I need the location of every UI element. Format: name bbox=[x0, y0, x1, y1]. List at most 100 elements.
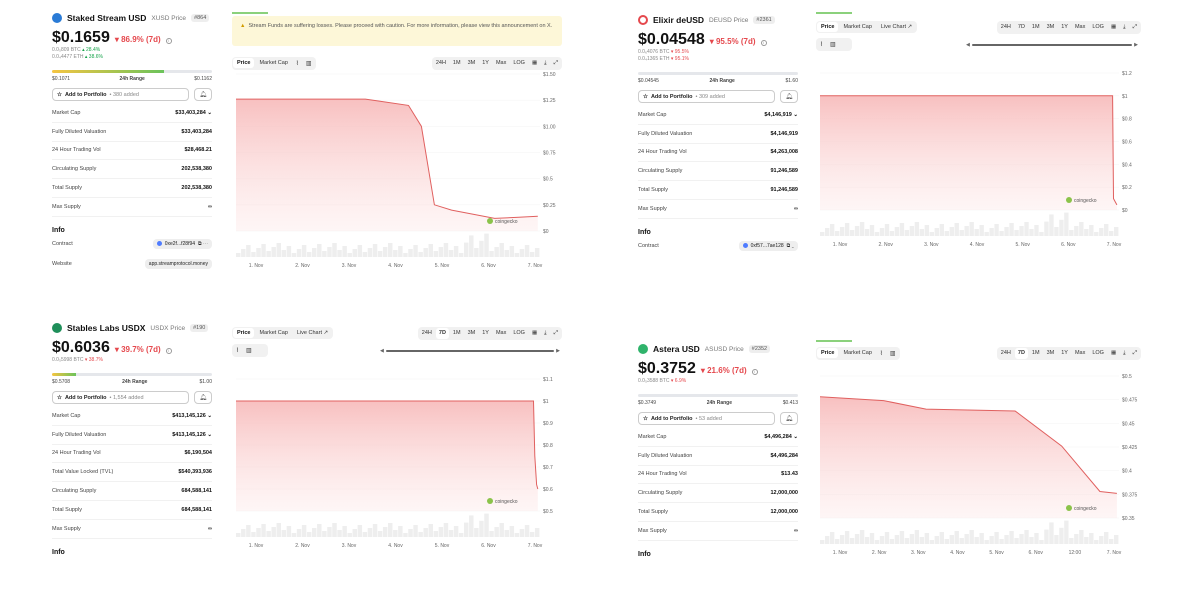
range-log[interactable]: LOG bbox=[513, 59, 525, 66]
volume-bar bbox=[322, 251, 327, 257]
stat-key: Total Supply bbox=[638, 509, 668, 516]
line-chart-icon[interactable]: ⌇ bbox=[295, 60, 299, 67]
tab-price[interactable]: Price bbox=[233, 58, 255, 68]
info-icon[interactable]: i bbox=[165, 348, 172, 354]
chart-tabs: Price Market Cap ⌇ ▥ bbox=[816, 346, 900, 360]
calendar-icon[interactable]: ▦ bbox=[1110, 349, 1117, 356]
range-3m[interactable]: 3M bbox=[467, 59, 476, 66]
range-log[interactable]: LOG bbox=[1092, 349, 1104, 356]
y-tick-label: $0.2 bbox=[1122, 185, 1132, 191]
line-chart-icon[interactable]: ⌇ bbox=[236, 348, 239, 354]
price-chart[interactable]: $1.50 $1.25 $1.00 $0.75 $0.5 $0.25 $0 coingecko… bbox=[232, 66, 562, 291]
tab-market-cap[interactable]: Market Cap bbox=[843, 350, 872, 356]
candle-chart-icon[interactable]: ▥ bbox=[245, 348, 252, 354]
range-1m[interactable]: 1M bbox=[452, 329, 461, 336]
range-3m[interactable]: 3M bbox=[1046, 23, 1055, 30]
tab-market-cap[interactable]: Market Cap bbox=[259, 60, 288, 66]
tab-price[interactable]: Price bbox=[817, 348, 839, 358]
btc-price: 0.0₅5998 BTC ▾ 38.7% bbox=[52, 357, 212, 364]
volume-bar bbox=[1039, 540, 1044, 544]
download-icon[interactable]: ⤓ bbox=[544, 59, 547, 66]
range-max[interactable]: Max bbox=[1074, 23, 1086, 30]
range-1m[interactable]: 1M bbox=[1031, 349, 1040, 356]
range-1y[interactable]: 1Y bbox=[1061, 23, 1068, 30]
chart-scrollbar[interactable]: ◀ ▶ bbox=[380, 348, 560, 354]
tab-live-chart[interactable]: Live Chart ↗ bbox=[880, 24, 913, 30]
chart-scrollbar[interactable]: ◀ ▶ bbox=[966, 42, 1138, 48]
x-tick-label: 6. Nov bbox=[1028, 550, 1043, 556]
info-icon[interactable]: i bbox=[760, 40, 767, 46]
add-to-portfolio-button[interactable]: ☆ Add to Portfolio • 309 added bbox=[638, 90, 775, 103]
tab-live-chart[interactable]: Live Chart ↗ bbox=[296, 330, 329, 336]
contract-pill[interactable]: 0xe2f...f28f94 ⧉ ⋯ bbox=[152, 238, 212, 249]
panel-staked-stream: Staked Stream USD XUSD Price #864 $0.165… bbox=[52, 12, 212, 302]
btc-delta: ▾ 38.7% bbox=[84, 357, 103, 363]
expand-icon[interactable]: ⤢ bbox=[1132, 349, 1137, 356]
range-log[interactable]: LOG bbox=[1092, 23, 1104, 30]
range-24h[interactable]: 24H bbox=[1000, 349, 1011, 356]
range-1m[interactable]: 1M bbox=[452, 59, 461, 66]
info-icon[interactable]: i bbox=[165, 38, 172, 44]
volume-bar bbox=[909, 534, 915, 544]
range-3m[interactable]: 3M bbox=[1046, 349, 1055, 356]
expand-icon[interactable]: ⤢ bbox=[1132, 23, 1137, 30]
range-7d[interactable]: 7D bbox=[435, 327, 449, 339]
add-to-portfolio-button[interactable]: ☆ Add to Portfolio • 1,554 added bbox=[52, 391, 189, 404]
range-3m[interactable]: 3M bbox=[467, 329, 476, 336]
tab-price[interactable]: Price bbox=[817, 22, 839, 32]
website-link[interactable]: app.streamprotocol.money bbox=[144, 258, 212, 269]
line-chart-icon[interactable]: ⌇ bbox=[820, 42, 823, 48]
bell-icon[interactable]: 🔔︎ bbox=[780, 412, 798, 425]
contract-pill[interactable]: 0xf57...7ae128 ⧉ ⌄ bbox=[738, 240, 798, 251]
volume-bar bbox=[989, 536, 994, 544]
btc-value: 0.0₅809 BTC bbox=[52, 47, 81, 53]
bell-icon[interactable]: 🔔︎ bbox=[780, 90, 798, 103]
range-1y[interactable]: 1Y bbox=[482, 59, 489, 66]
volume-bar bbox=[403, 253, 408, 257]
calendar-icon[interactable]: ▦ bbox=[1110, 23, 1117, 30]
stat-value: ∞ bbox=[794, 527, 798, 534]
download-icon[interactable]: ⤓ bbox=[1123, 349, 1126, 356]
candle-chart-icon[interactable]: ▥ bbox=[889, 350, 896, 357]
volume-bar bbox=[464, 242, 469, 257]
eth-price: 0.0₄4477 ETH ▴ 38.6% bbox=[52, 54, 212, 61]
info-icon[interactable]: i bbox=[751, 369, 758, 375]
stat-value: $4,496,284 ⌄ bbox=[764, 433, 798, 440]
add-to-portfolio-button[interactable]: ☆ Add to Portfolio • 380 added bbox=[52, 88, 189, 101]
tab-market-cap[interactable]: Market Cap bbox=[843, 24, 872, 30]
range-max[interactable]: Max bbox=[495, 59, 507, 66]
range-1m[interactable]: 1M bbox=[1031, 23, 1040, 30]
x-tick-label: 5. Nov bbox=[435, 543, 450, 549]
range-1y[interactable]: 1Y bbox=[1061, 349, 1068, 356]
range-24h[interactable]: 24H bbox=[435, 59, 446, 66]
range-log[interactable]: LOG bbox=[513, 329, 525, 336]
range-max[interactable]: Max bbox=[495, 329, 507, 336]
stat-row: Max Supply ∞ bbox=[638, 522, 798, 541]
expand-icon[interactable]: ⤢ bbox=[553, 329, 558, 336]
candle-chart-icon[interactable]: ▥ bbox=[829, 42, 836, 48]
price-chart[interactable]: $1.1 $1 $0.9 $0.8 $0.7 $0.6 $0.5 coingecko 1. No… bbox=[232, 371, 562, 571]
price-chart[interactable]: $0.5 $0.475 $0.45 $0.425 $0.4 $0.375 $0.35 coin… bbox=[816, 368, 1141, 576]
add-to-portfolio-button[interactable]: ☆ Add to Portfolio • 53 added bbox=[638, 412, 775, 425]
range-7d[interactable]: 7D bbox=[1014, 347, 1028, 359]
calendar-icon[interactable]: ▦ bbox=[531, 329, 538, 336]
expand-icon[interactable]: ⤢ bbox=[553, 59, 558, 66]
bell-icon[interactable]: 🔔︎ bbox=[194, 391, 212, 404]
download-icon[interactable]: ⤓ bbox=[1123, 23, 1126, 30]
volume-bar bbox=[944, 231, 949, 236]
bell-icon[interactable]: 🔔︎ bbox=[194, 88, 212, 101]
range-7d[interactable]: 7D bbox=[1017, 23, 1025, 30]
range-max[interactable]: Max bbox=[1074, 349, 1086, 356]
download-icon[interactable]: ⤓ bbox=[544, 329, 547, 336]
range-24h[interactable]: 24H bbox=[1000, 23, 1011, 30]
range-24h[interactable]: 24H bbox=[421, 329, 432, 336]
range-1y[interactable]: 1Y bbox=[482, 329, 489, 336]
chart-type-toggle: ⌇ ▥ bbox=[232, 344, 268, 357]
candle-chart-icon[interactable]: ▥ bbox=[305, 60, 312, 67]
line-chart-icon[interactable]: ⌇ bbox=[879, 350, 883, 357]
tab-market-cap[interactable]: Market Cap bbox=[259, 330, 288, 336]
volume-bar bbox=[286, 526, 292, 537]
price-chart[interactable]: $1.2 $1 $0.8 $0.6 $0.4 $0.2 $0 coingecko 1. Nov 2… bbox=[816, 65, 1141, 270]
tab-price[interactable]: Price bbox=[233, 328, 255, 338]
calendar-icon[interactable]: ▦ bbox=[531, 59, 538, 66]
